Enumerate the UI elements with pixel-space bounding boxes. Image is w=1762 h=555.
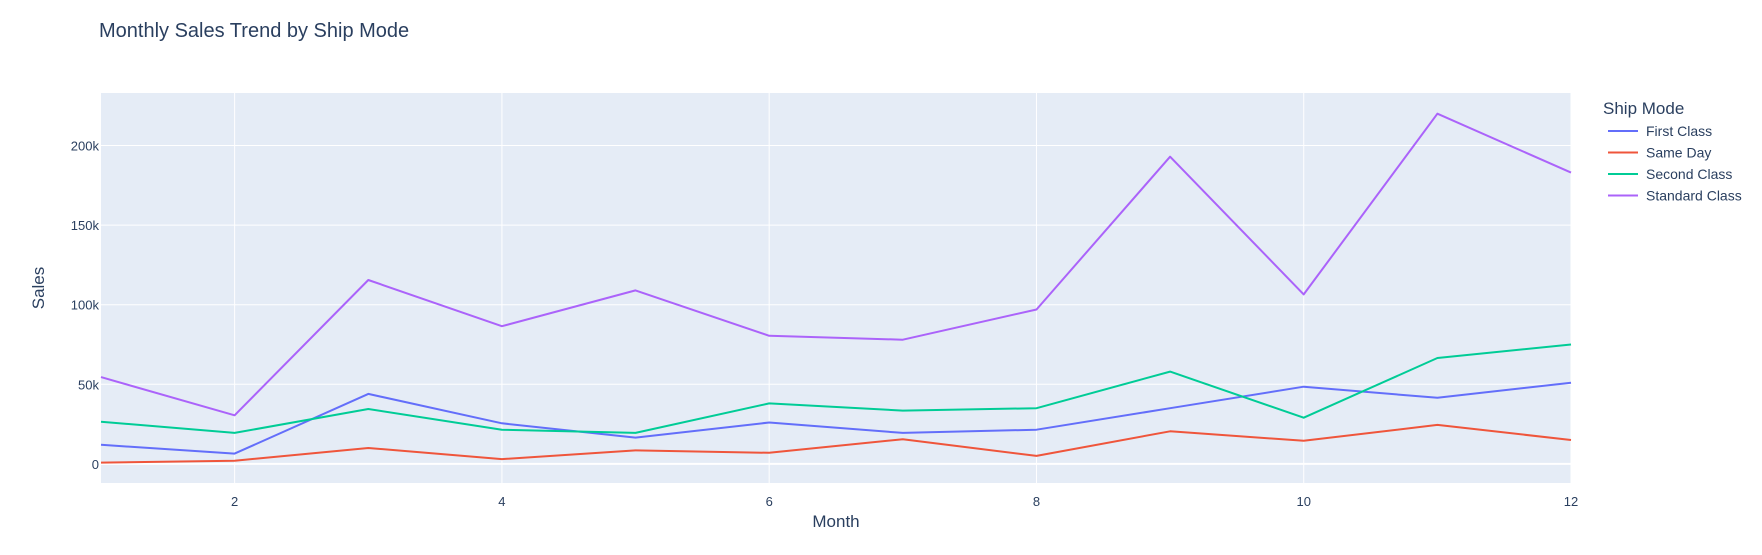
legend-title: Ship Mode [1603,99,1684,118]
legend-label: Second Class [1646,166,1732,182]
y-tick-label: 50k [78,377,99,392]
series-line-standard-class [100,112,1572,417]
legend[interactable]: Ship Mode First Class Same Day Second Clas… [1603,99,1742,204]
y-axis-title: Sales [29,267,48,310]
series-line-same-day [100,423,1572,464]
legend-item-first-class[interactable]: First Class [1608,123,1712,139]
legend-label: Standard Class [1646,188,1742,204]
x-axis-title: Month [812,512,859,531]
chart-title: Monthly Sales Trend by Ship Mode [99,20,409,42]
grid [101,93,1572,483]
legend-items[interactable]: First Class Same Day Second Class Standard … [1608,123,1742,204]
legend-item-second-class[interactable]: Second Class [1608,166,1732,182]
y-tick-label: 150k [71,218,100,233]
x-tick-label: 4 [498,494,505,509]
series-line-first-class [100,381,1572,455]
x-tick-label: 6 [766,494,773,509]
legend-label: First Class [1646,123,1712,139]
y-tick-label: 100k [71,298,100,313]
legend-item-same-day[interactable]: Same Day [1608,145,1711,161]
y-tick-label: 0 [92,457,99,472]
x-tick-label: 2 [231,494,238,509]
legend-label: Same Day [1646,145,1711,161]
y-tick-label: 200k [71,139,100,154]
legend-item-standard-class[interactable]: Standard Class [1608,188,1742,204]
axis-ticks: 2 4 6 8 10 12 0 50k 100k 150k 200k [71,139,1578,509]
x-tick-label: 12 [1564,494,1578,509]
x-tick-label: 10 [1296,494,1310,509]
plot-area [101,93,1571,483]
series-lines [100,112,1572,464]
series-line-second-class [100,343,1572,434]
x-tick-label: 8 [1033,494,1040,509]
